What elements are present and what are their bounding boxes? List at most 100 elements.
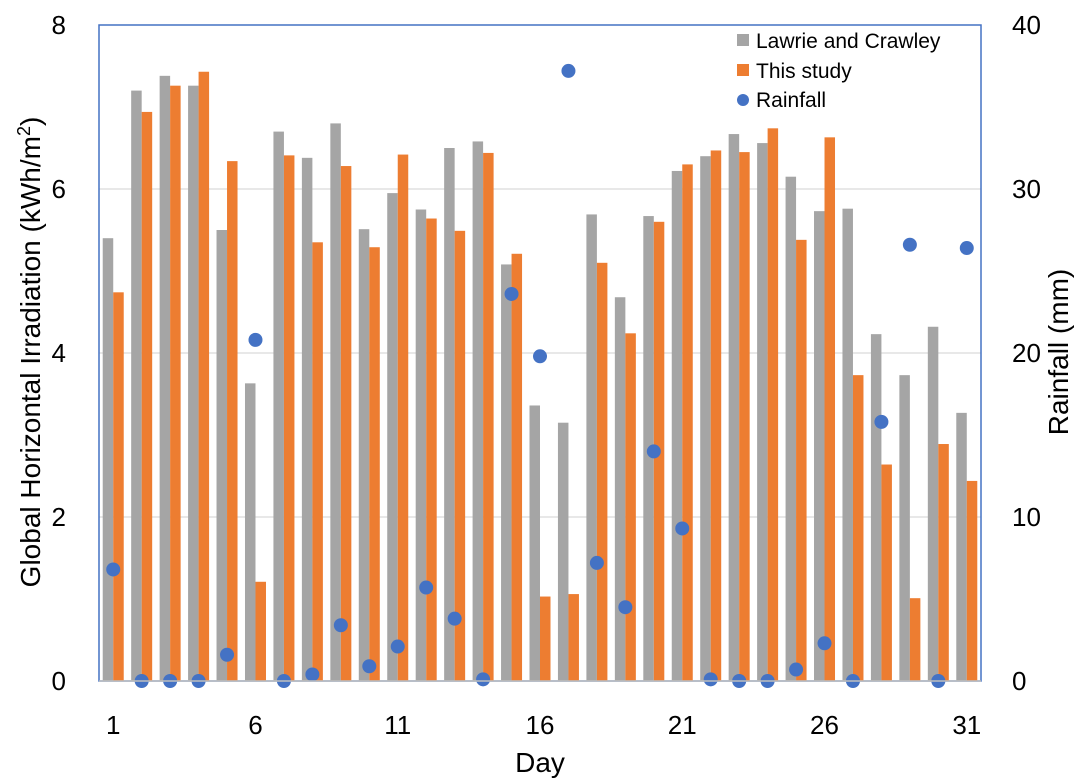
bar-lawrie-and-crawley (557, 422, 569, 681)
bar-lawrie-and-crawley (273, 131, 284, 682)
rainfall-point (703, 672, 718, 687)
bar-lawrie-and-crawley (188, 85, 199, 682)
rainfall-point (533, 349, 547, 364)
bar-this-study (113, 292, 124, 681)
bar-this-study (255, 581, 266, 681)
bar-this-study (369, 247, 380, 681)
y-tick-label: 2 (52, 502, 66, 532)
bar-this-study (312, 242, 323, 682)
legend-swatch-this-study (737, 64, 749, 76)
rainfall-point (874, 414, 889, 429)
x-axis-title: Day (515, 747, 565, 778)
rainfall-point (248, 332, 263, 347)
bar-this-study (966, 480, 978, 681)
bar-this-study (881, 464, 892, 681)
bar-lawrie-and-crawley (614, 297, 626, 681)
bar-this-study (340, 166, 352, 682)
right-axis-ticks: 0 10 20 30 40 (1012, 10, 1041, 696)
x-tick-label: 21 (668, 710, 697, 740)
rainfall-point (220, 647, 235, 662)
bar-lawrie-and-crawley (700, 156, 711, 681)
bar-lawrie-and-crawley (956, 412, 967, 681)
rainfall-point (561, 63, 576, 78)
bar-lawrie-and-crawley (501, 264, 512, 681)
bar-this-study (568, 594, 579, 681)
bar-this-study (540, 596, 551, 681)
rainfall-point (390, 639, 405, 654)
rainfall-point (106, 562, 121, 577)
rainfall-point (419, 580, 434, 595)
bar-lawrie-and-crawley (472, 141, 484, 681)
bar-this-study (227, 161, 238, 681)
bar-lawrie-and-crawley (301, 157, 313, 682)
bar-lawrie-and-crawley (159, 75, 171, 682)
rainfall-point (362, 659, 377, 674)
rainfall-point (476, 672, 491, 687)
bar-lawrie-and-crawley (244, 383, 256, 681)
bar-this-study (596, 262, 608, 681)
bar-lawrie-and-crawley (358, 229, 370, 681)
bar-this-study (198, 71, 210, 682)
legend-label-lawrie-and-crawley: Lawrie and Crawley (756, 30, 941, 53)
bar-this-study (767, 128, 779, 681)
legend: Lawrie and Crawley This study Rainfall (737, 30, 941, 112)
bar-this-study (283, 155, 295, 681)
x-tick-label: 6 (248, 710, 262, 740)
bar-this-study (511, 253, 523, 681)
rainfall-points (106, 63, 974, 688)
legend-marker-rainfall (737, 94, 749, 106)
bar-this-study (170, 85, 181, 682)
bar-lawrie-and-crawley (927, 326, 939, 681)
x-tick-label: 16 (526, 710, 555, 740)
bar-lawrie-and-crawley (870, 334, 882, 681)
bar-this-study (483, 152, 494, 682)
bar-lawrie-and-crawley (444, 148, 455, 681)
y-tick-label: 4 (52, 338, 66, 368)
y-tick-label: 8 (52, 10, 66, 40)
bar-lawrie-and-crawley (330, 123, 341, 681)
bar-lawrie-and-crawley (785, 176, 797, 681)
x-tick-label: 26 (810, 710, 839, 740)
bar-lawrie-and-crawley (216, 230, 228, 681)
x-tick-label: 31 (952, 710, 981, 740)
y2-tick-label: 0 (1012, 666, 1026, 696)
y-tick-label: 0 (52, 666, 66, 696)
left-axis-ticks: 0 2 4 6 8 (52, 10, 66, 696)
x-axis-ticks: 1 6 11 16 21 26 31 (106, 710, 981, 740)
rainfall-point (646, 444, 661, 459)
bar-lawrie-and-crawley (671, 170, 683, 681)
bar-this-study (852, 375, 864, 681)
x-tick-label: 1 (106, 710, 120, 740)
legend-label-this-study: This study (756, 60, 852, 83)
y2-tick-label: 40 (1012, 10, 1041, 40)
bars (102, 71, 978, 682)
bar-this-study (625, 333, 636, 681)
y-axis-title: Global Horizontal Irradiation (kWh/m2) (14, 117, 46, 588)
rainfall-point (675, 521, 690, 536)
bar-this-study (454, 230, 466, 681)
bar-this-study (909, 598, 921, 681)
bar-lawrie-and-crawley (415, 209, 427, 681)
bar-this-study (824, 137, 836, 682)
bar-this-study (141, 111, 153, 682)
bar-lawrie-and-crawley (102, 238, 114, 681)
rainfall-point (817, 636, 832, 651)
rainfall-point (504, 286, 519, 301)
bar-this-study (397, 154, 409, 681)
rainfall-point (333, 618, 348, 633)
bar-lawrie-and-crawley (387, 193, 398, 681)
y-tick-label: 6 (52, 174, 66, 204)
rainfall-point (789, 662, 804, 677)
rainfall-point (589, 555, 604, 570)
legend-swatch-lawrie-and-crawley (737, 34, 749, 46)
bar-this-study (426, 218, 437, 681)
bar-this-study (938, 444, 949, 681)
rainfall-point (447, 611, 462, 626)
rainfall-point (618, 600, 633, 615)
bar-lawrie-and-crawley (899, 375, 910, 681)
bar-lawrie-and-crawley (529, 405, 540, 681)
rainfall-point (959, 241, 974, 256)
bar-lawrie-and-crawley (586, 214, 597, 682)
rainfall-point (902, 237, 917, 252)
